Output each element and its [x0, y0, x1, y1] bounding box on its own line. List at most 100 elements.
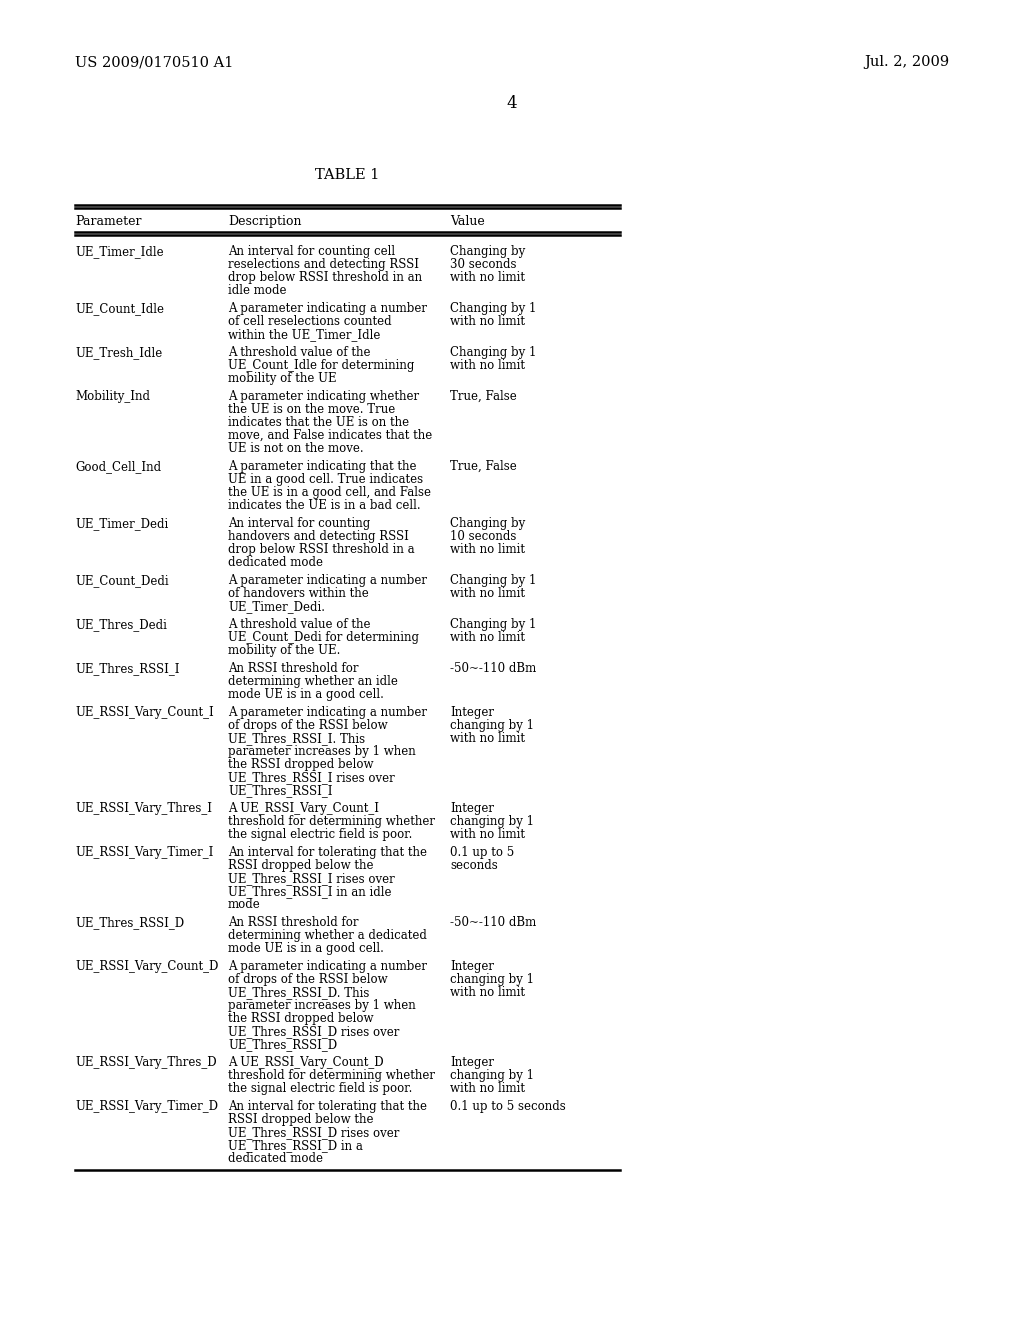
Text: UE_Count_Dedi: UE_Count_Dedi	[75, 574, 169, 587]
Text: move, and False indicates that the: move, and False indicates that the	[228, 429, 432, 442]
Text: UE_RSSI_Vary_Thres_D: UE_RSSI_Vary_Thres_D	[75, 1056, 217, 1069]
Text: An interval for tolerating that the: An interval for tolerating that the	[228, 1100, 427, 1113]
Text: changing by 1: changing by 1	[450, 814, 534, 828]
Text: 0.1 up to 5 seconds: 0.1 up to 5 seconds	[450, 1100, 565, 1113]
Text: UE_Thres_RSSI_I rises over: UE_Thres_RSSI_I rises over	[228, 771, 394, 784]
Text: Description: Description	[228, 215, 301, 228]
Text: A parameter indicating whether: A parameter indicating whether	[228, 389, 419, 403]
Text: Changing by 1: Changing by 1	[450, 618, 537, 631]
Text: the signal electric field is poor.: the signal electric field is poor.	[228, 828, 413, 841]
Text: TABLE 1: TABLE 1	[315, 168, 380, 182]
Text: seconds: seconds	[450, 859, 498, 873]
Text: parameter increases by 1 when: parameter increases by 1 when	[228, 744, 416, 758]
Text: Changing by: Changing by	[450, 246, 525, 257]
Text: Integer: Integer	[450, 706, 494, 719]
Text: True, False: True, False	[450, 459, 517, 473]
Text: UE_Tresh_Idle: UE_Tresh_Idle	[75, 346, 162, 359]
Text: UE_Thres_RSSI_D: UE_Thres_RSSI_D	[75, 916, 184, 929]
Text: dedicated mode: dedicated mode	[228, 556, 323, 569]
Text: the UE is in a good cell, and False: the UE is in a good cell, and False	[228, 486, 431, 499]
Text: UE_RSSI_Vary_Timer_I: UE_RSSI_Vary_Timer_I	[75, 846, 213, 859]
Text: UE_Count_Idle: UE_Count_Idle	[75, 302, 164, 315]
Text: UE_Timer_Dedi: UE_Timer_Dedi	[75, 517, 168, 531]
Text: -50~-110 dBm: -50~-110 dBm	[450, 916, 537, 929]
Text: Value: Value	[450, 215, 484, 228]
Text: A parameter indicating a number: A parameter indicating a number	[228, 706, 427, 719]
Text: the signal electric field is poor.: the signal electric field is poor.	[228, 1082, 413, 1096]
Text: 30 seconds: 30 seconds	[450, 257, 516, 271]
Text: UE_Thres_RSSI_D. This: UE_Thres_RSSI_D. This	[228, 986, 370, 999]
Text: UE_Thres_RSSI_I: UE_Thres_RSSI_I	[75, 663, 179, 675]
Text: An interval for tolerating that the: An interval for tolerating that the	[228, 846, 427, 859]
Text: drop below RSSI threshold in an: drop below RSSI threshold in an	[228, 271, 422, 284]
Text: UE_Thres_RSSI_I rises over: UE_Thres_RSSI_I rises over	[228, 873, 394, 884]
Text: UE_Count_Idle for determining: UE_Count_Idle for determining	[228, 359, 415, 372]
Text: reselections and detecting RSSI: reselections and detecting RSSI	[228, 257, 419, 271]
Text: mode: mode	[228, 898, 261, 911]
Text: with no limit: with no limit	[450, 587, 525, 601]
Text: Jul. 2, 2009: Jul. 2, 2009	[864, 55, 949, 69]
Text: indicates that the UE is on the: indicates that the UE is on the	[228, 416, 410, 429]
Text: Changing by 1: Changing by 1	[450, 302, 537, 315]
Text: -50~-110 dBm: -50~-110 dBm	[450, 663, 537, 675]
Text: Parameter: Parameter	[75, 215, 141, 228]
Text: of handovers within the: of handovers within the	[228, 587, 369, 601]
Text: with no limit: with no limit	[450, 631, 525, 644]
Text: A parameter indicating a number: A parameter indicating a number	[228, 302, 427, 315]
Text: UE_Thres_RSSI_D rises over: UE_Thres_RSSI_D rises over	[228, 1126, 399, 1139]
Text: handovers and detecting RSSI: handovers and detecting RSSI	[228, 531, 409, 543]
Text: with no limit: with no limit	[450, 543, 525, 556]
Text: 10 seconds: 10 seconds	[450, 531, 516, 543]
Text: 4: 4	[507, 95, 517, 112]
Text: Good_Cell_Ind: Good_Cell_Ind	[75, 459, 161, 473]
Text: the RSSI dropped below: the RSSI dropped below	[228, 1012, 374, 1026]
Text: An interval for counting: An interval for counting	[228, 517, 371, 531]
Text: UE_Thres_RSSI_I: UE_Thres_RSSI_I	[228, 784, 333, 797]
Text: A UE_RSSI_Vary_Count_I: A UE_RSSI_Vary_Count_I	[228, 803, 379, 814]
Text: A parameter indicating a number: A parameter indicating a number	[228, 960, 427, 973]
Text: with no limit: with no limit	[450, 315, 525, 327]
Text: indicates the UE is in a bad cell.: indicates the UE is in a bad cell.	[228, 499, 421, 512]
Text: US 2009/0170510 A1: US 2009/0170510 A1	[75, 55, 233, 69]
Text: within the UE_Timer_Idle: within the UE_Timer_Idle	[228, 327, 380, 341]
Text: UE_RSSI_Vary_Thres_I: UE_RSSI_Vary_Thres_I	[75, 803, 212, 814]
Text: RSSI dropped below the: RSSI dropped below the	[228, 1113, 374, 1126]
Text: changing by 1: changing by 1	[450, 1069, 534, 1082]
Text: idle mode: idle mode	[228, 284, 287, 297]
Text: mode UE is in a good cell.: mode UE is in a good cell.	[228, 688, 384, 701]
Text: UE_Thres_RSSI_D: UE_Thres_RSSI_D	[228, 1038, 337, 1051]
Text: with no limit: with no limit	[450, 733, 525, 744]
Text: A UE_RSSI_Vary_Count_D: A UE_RSSI_Vary_Count_D	[228, 1056, 384, 1069]
Text: UE_Thres_RSSI_D rises over: UE_Thres_RSSI_D rises over	[228, 1026, 399, 1038]
Text: threshold for determining whether: threshold for determining whether	[228, 1069, 435, 1082]
Text: 0.1 up to 5: 0.1 up to 5	[450, 846, 514, 859]
Text: parameter increases by 1 when: parameter increases by 1 when	[228, 999, 416, 1012]
Text: UE_Thres_Dedi: UE_Thres_Dedi	[75, 618, 167, 631]
Text: with no limit: with no limit	[450, 271, 525, 284]
Text: Integer: Integer	[450, 1056, 494, 1069]
Text: Integer: Integer	[450, 960, 494, 973]
Text: UE_Thres_RSSI_D in a: UE_Thres_RSSI_D in a	[228, 1139, 362, 1152]
Text: with no limit: with no limit	[450, 986, 525, 999]
Text: UE_RSSI_Vary_Timer_D: UE_RSSI_Vary_Timer_D	[75, 1100, 218, 1113]
Text: of cell reselections counted: of cell reselections counted	[228, 315, 391, 327]
Text: Changing by 1: Changing by 1	[450, 346, 537, 359]
Text: determining whether an idle: determining whether an idle	[228, 675, 398, 688]
Text: drop below RSSI threshold in a: drop below RSSI threshold in a	[228, 543, 415, 556]
Text: mode UE is in a good cell.: mode UE is in a good cell.	[228, 942, 384, 954]
Text: the RSSI dropped below: the RSSI dropped below	[228, 758, 374, 771]
Text: of drops of the RSSI below: of drops of the RSSI below	[228, 973, 388, 986]
Text: the UE is on the move. True: the UE is on the move. True	[228, 403, 395, 416]
Text: mobility of the UE.: mobility of the UE.	[228, 644, 340, 657]
Text: UE in a good cell. True indicates: UE in a good cell. True indicates	[228, 473, 423, 486]
Text: determining whether a dedicated: determining whether a dedicated	[228, 929, 427, 942]
Text: UE_Count_Dedi for determining: UE_Count_Dedi for determining	[228, 631, 419, 644]
Text: An RSSI threshold for: An RSSI threshold for	[228, 663, 358, 675]
Text: changing by 1: changing by 1	[450, 973, 534, 986]
Text: A parameter indicating a number: A parameter indicating a number	[228, 574, 427, 587]
Text: UE_Thres_RSSI_I in an idle: UE_Thres_RSSI_I in an idle	[228, 884, 391, 898]
Text: UE_Timer_Idle: UE_Timer_Idle	[75, 246, 164, 257]
Text: of drops of the RSSI below: of drops of the RSSI below	[228, 719, 388, 733]
Text: with no limit: with no limit	[450, 359, 525, 372]
Text: True, False: True, False	[450, 389, 517, 403]
